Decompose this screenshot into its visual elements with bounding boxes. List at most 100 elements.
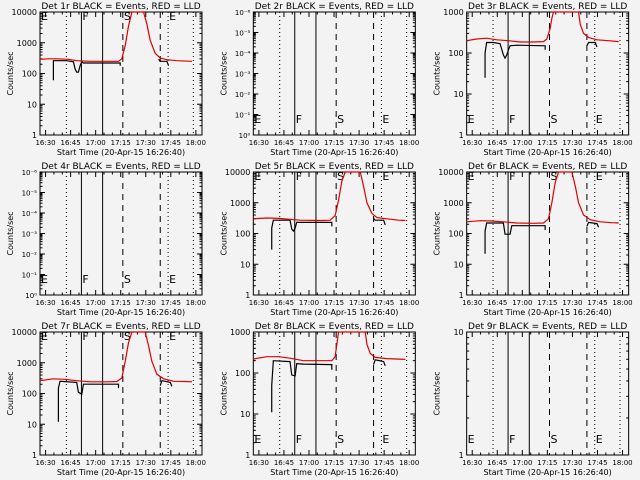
marker-letter: F	[509, 170, 515, 183]
y-tick-label: 1000	[17, 359, 37, 368]
x-tick-label: 17:30	[136, 139, 156, 147]
x-tick-label: 17:45	[161, 299, 181, 307]
series-events-line	[271, 219, 333, 250]
series-lld-line	[466, 11, 619, 43]
marker-letter: E	[41, 273, 48, 286]
y-tick-label: 1000	[230, 199, 250, 208]
y-tick-label: 1	[459, 451, 464, 460]
marker-letter: F	[296, 433, 302, 446]
x-tick-label: 16:30	[35, 299, 55, 307]
plot-frame	[466, 331, 630, 456]
marker-letter: E	[169, 330, 176, 343]
marker-letter: E	[468, 113, 475, 126]
y-axis-label: Counts/sec	[6, 371, 15, 415]
y-tick-label: 1000	[443, 8, 463, 17]
y-tick-label: 10	[453, 328, 463, 337]
x-axis-label: Start Time (20-Apr-15 16:26:40)	[270, 468, 398, 477]
y-tick-label: 10000	[225, 168, 250, 177]
y-tick-label: 10	[27, 100, 37, 109]
marker-letter: E	[169, 10, 176, 23]
series-events-line	[586, 221, 600, 228]
x-axis-label: Start Time (20-Apr-15 16:26:40)	[484, 468, 612, 477]
x-tick-label: 16:45	[487, 459, 507, 467]
y-axis-label: Counts/sec	[433, 371, 442, 415]
panel-det-8: Det 8r BLACK = Events, RED = LLD 1 10 100 10…	[219, 322, 419, 477]
marker-letter: E	[254, 433, 261, 446]
marker-letter: S	[550, 170, 557, 183]
marker-letter: E	[169, 273, 176, 286]
marker-letter: E	[254, 170, 261, 183]
x-axis-label: Start Time (20-Apr-15 16:26:40)	[484, 308, 612, 317]
x-tick-label: 17:30	[349, 459, 369, 467]
x-tick-label: 17:15	[111, 139, 131, 147]
x-tick-label: 17:15	[537, 299, 557, 307]
x-tick-label: 18:00	[612, 139, 632, 147]
y-tick-label: 100	[448, 49, 463, 58]
x-tick-label: 16:45	[61, 139, 81, 147]
x-tick-label: 17:45	[587, 299, 607, 307]
y-tick-label: 1	[32, 451, 37, 460]
y-tick-label: 100	[22, 70, 37, 79]
panel-title: Det 6r BLACK = Events, RED = LLD	[468, 162, 627, 172]
x-axis-label: Start Time (20-Apr-15 16:26:40)	[57, 148, 185, 157]
y-tick-label: 10⁻⁴	[235, 50, 251, 58]
series-events-line	[57, 380, 120, 422]
x-axis-label: Start Time (20-Apr-15 16:26:40)	[57, 308, 185, 317]
series-events-line	[586, 41, 598, 48]
panel-title: Det 1r BLACK = Events, RED = LLD	[41, 2, 200, 12]
marker-letter: F	[82, 10, 88, 23]
y-tick-label: 10	[453, 90, 463, 99]
x-axis-label: Start Time (20-Apr-15 16:26:40)	[270, 308, 398, 317]
x-tick-label: 17:30	[136, 459, 156, 467]
series-events-line	[484, 222, 546, 254]
marker-letter: F	[509, 113, 515, 126]
series-events-line	[373, 217, 386, 226]
x-tick-label: 17:15	[537, 459, 557, 467]
marker-letter: E	[382, 170, 389, 183]
x-axis-label: Start Time (20-Apr-15 16:26:40)	[484, 148, 612, 157]
plot-frame	[252, 331, 416, 456]
plot-frame	[39, 171, 203, 296]
x-tick-label: 18:00	[399, 299, 419, 307]
y-tick-label: 10⁻⁵	[235, 30, 251, 38]
x-tick-label: 16:45	[274, 299, 294, 307]
x-tick-label: 17:00	[512, 299, 532, 307]
y-axis-label: Counts/sec	[219, 211, 228, 255]
x-tick-label: 18:00	[612, 299, 632, 307]
marker-letter: E	[596, 433, 603, 446]
x-tick-label: 17:45	[374, 139, 394, 147]
x-tick-label: 16:45	[487, 139, 507, 147]
x-tick-label: 17:45	[161, 139, 181, 147]
y-tick-label: 10	[453, 260, 463, 269]
series-lld-line	[466, 171, 619, 224]
x-tick-label: 17:00	[86, 139, 106, 147]
x-tick-label: 16:30	[35, 459, 55, 467]
x-tick-label: 16:30	[35, 139, 55, 147]
y-tick-label: 1000	[17, 39, 37, 48]
x-tick-label: 18:00	[186, 139, 206, 147]
y-tick-label: 10	[240, 410, 250, 419]
x-tick-label: 18:00	[186, 459, 206, 467]
marker-letter: F	[82, 330, 88, 343]
marker-letter: F	[296, 170, 302, 183]
panel-det-5: Det 5r BLACK = Events, RED = LLD 1 10 100 10…	[219, 162, 419, 317]
y-tick-label: 1	[32, 131, 37, 140]
y-tick-label: 1	[459, 131, 464, 140]
marker-letter: E	[468, 170, 475, 183]
x-tick-label: 17:00	[86, 459, 106, 467]
series-events-line	[372, 359, 386, 367]
plot-frame	[252, 171, 416, 296]
marker-letter: E	[596, 170, 603, 183]
y-axis-label: Counts/sec	[6, 51, 15, 95]
panel-title: Det 4r BLACK = Events, RED = LLD	[41, 162, 200, 172]
x-axis-label: Start Time (20-Apr-15 16:26:40)	[57, 468, 185, 477]
x-tick-label: 17:00	[86, 299, 106, 307]
panel-title: Det 7r BLACK = Events, RED = LLD	[41, 322, 200, 332]
y-tick-label: 100	[235, 230, 250, 239]
panel-det-7: Det 7r BLACK = Events, RED = LLD 1 10 100 10…	[6, 322, 206, 477]
x-tick-label: 16:45	[274, 459, 294, 467]
x-tick-label: 18:00	[399, 459, 419, 467]
x-tick-label: 17:00	[299, 299, 319, 307]
y-tick-label: 10⁻²	[22, 251, 38, 259]
x-tick-label: 16:30	[249, 459, 269, 467]
